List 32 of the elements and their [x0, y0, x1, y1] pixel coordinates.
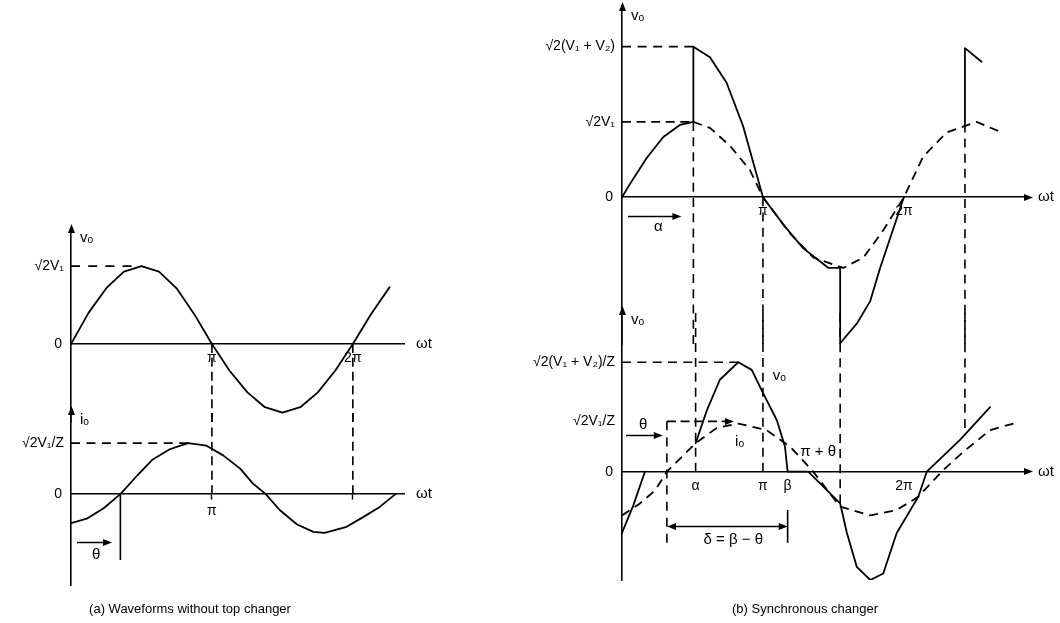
x-tick-label: 2π [895, 476, 913, 493]
x-axis-title: ωt [1038, 461, 1055, 479]
ref-line-label: √2V₁/Z [22, 433, 65, 450]
x-tick-label: α [691, 476, 700, 493]
annotation: α [654, 217, 664, 235]
annotation: π + θ [800, 442, 837, 460]
annotation: π [207, 502, 218, 519]
ref-line-label: √2(V₁ + V₂) [545, 37, 615, 54]
text: θ [91, 544, 101, 562]
text: 0 [605, 188, 614, 205]
legend-label: iₒ [735, 432, 745, 450]
x-axis-title: ωt [416, 484, 433, 502]
text: 0 [605, 462, 614, 479]
x-tick-label: β [783, 476, 792, 493]
x-axis-title: ωt [416, 334, 433, 352]
series-label: vₒ [772, 365, 787, 383]
text: (b) Synchronous changer [732, 600, 879, 616]
x-axis-title: ωt [1038, 187, 1055, 205]
x-tick-label: π [758, 476, 769, 493]
annotation: δ = β − θ [703, 529, 764, 547]
y-axis-title: vₒ [80, 228, 94, 246]
text: √2V₁/Z [573, 412, 616, 429]
y-axis-title: vₒ [631, 310, 645, 328]
y-axis-title: vₒ [631, 6, 645, 24]
text: (a) Waveforms without top changer [89, 600, 292, 616]
ref-line-label: √2V₁ [34, 256, 65, 273]
annotation: θ [638, 414, 648, 432]
ref-line-label: √2(V₁ + V₂)/Z [532, 353, 616, 370]
y-axis-title: iₒ [80, 410, 90, 428]
ref-line-label: √2V₁ [585, 112, 616, 129]
text: 0 [54, 485, 63, 502]
text: 0 [54, 334, 63, 351]
